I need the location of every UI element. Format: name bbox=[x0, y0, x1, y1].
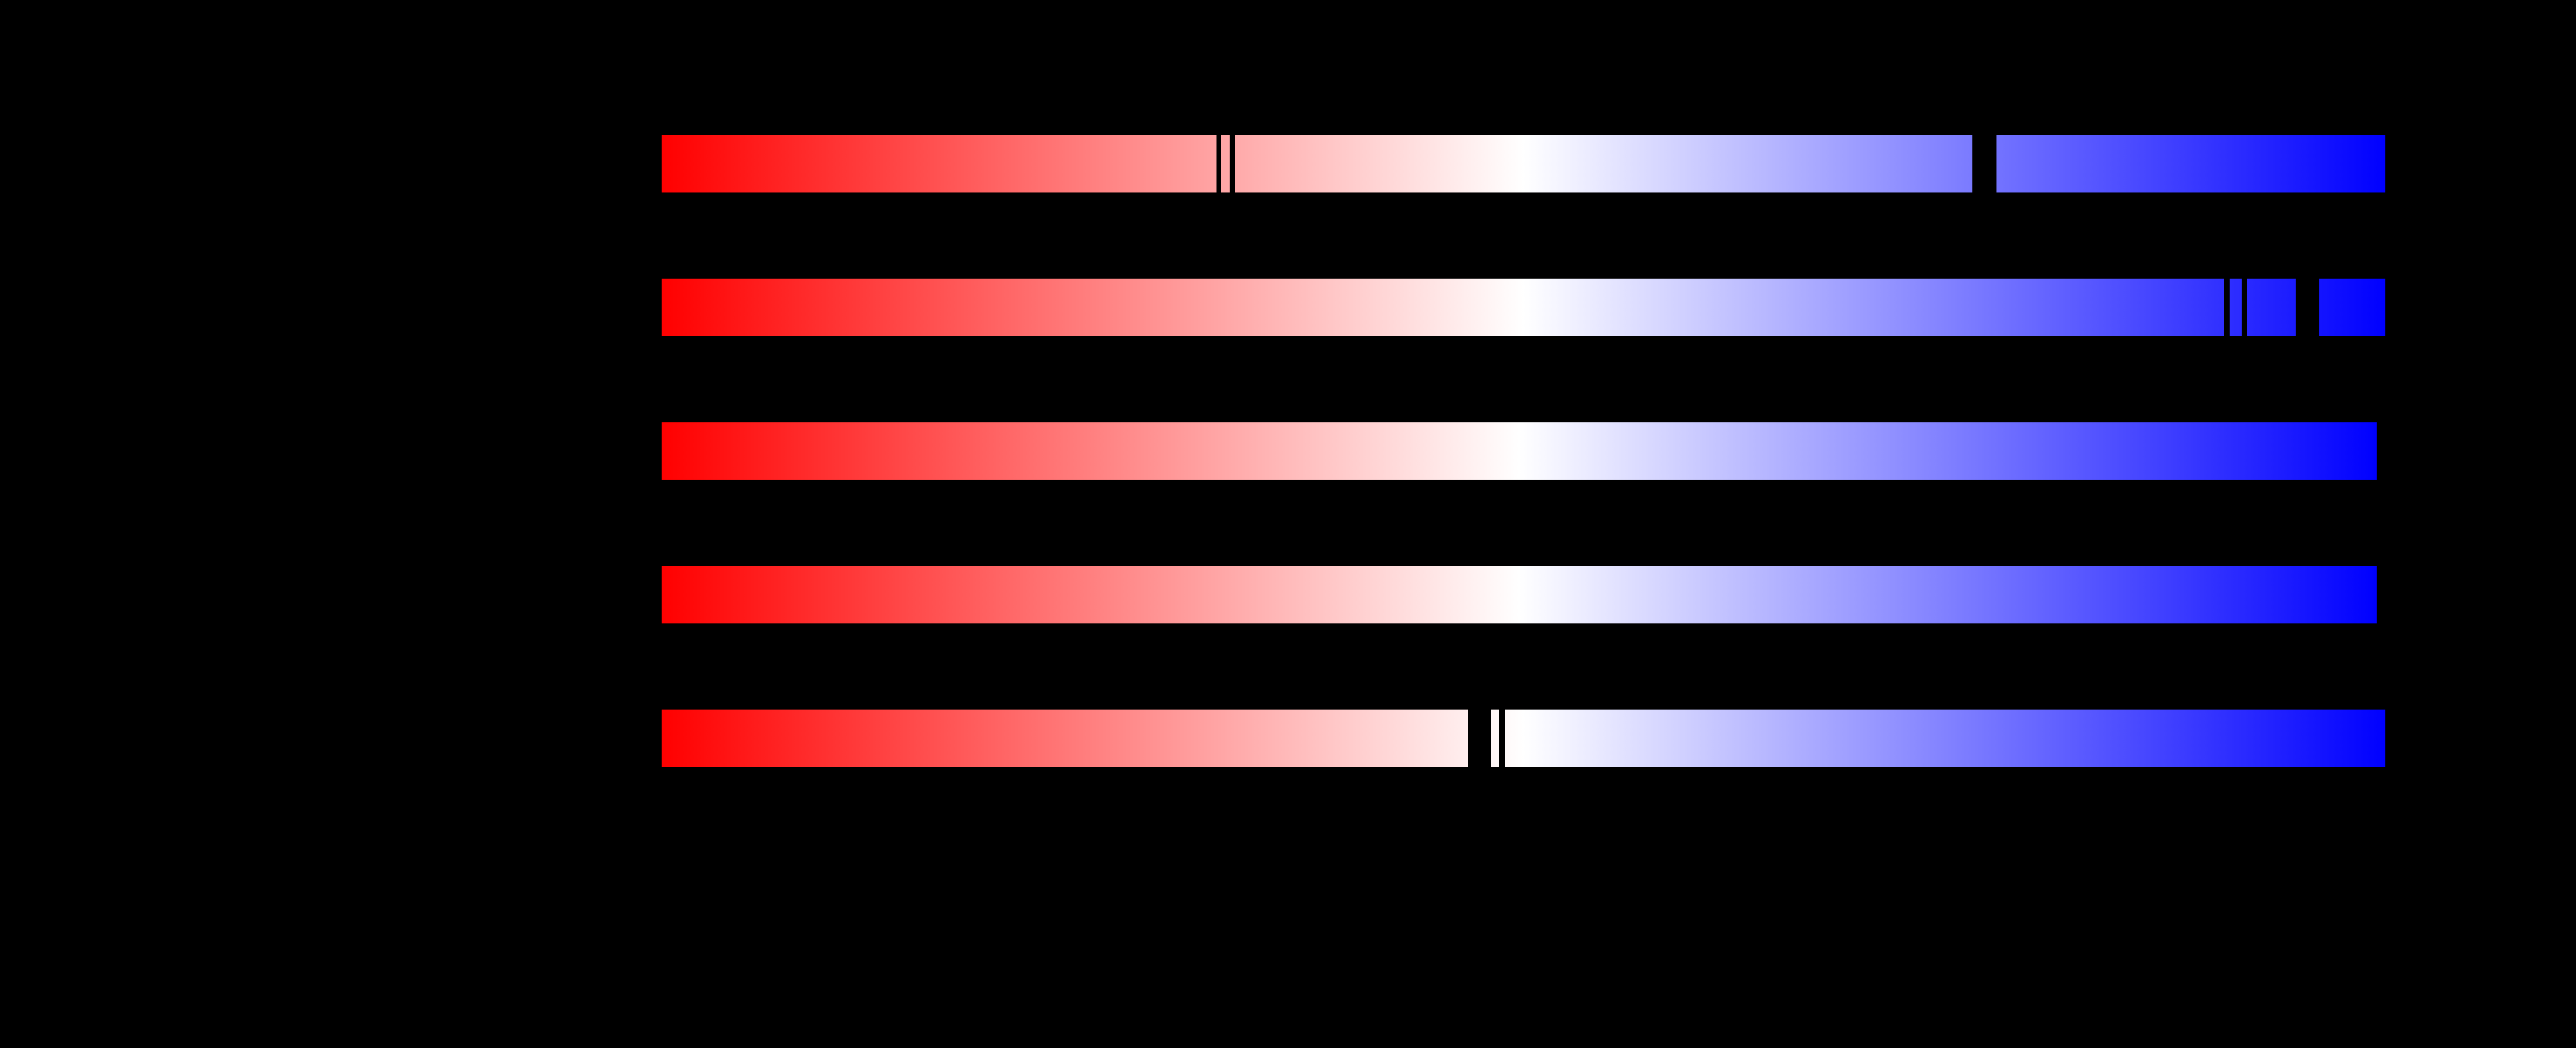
gradient-bar-row-2 bbox=[662, 279, 2385, 336]
thin-tick-mark bbox=[1499, 710, 1505, 767]
thick-tick-mark bbox=[2296, 279, 2319, 336]
thin-tick-mark bbox=[1230, 135, 1235, 192]
thick-tick-mark bbox=[1468, 710, 1491, 767]
thin-tick-mark bbox=[1216, 135, 1221, 192]
gradient-bar-row-5 bbox=[662, 710, 2385, 767]
gradient-bar-row-3 bbox=[662, 422, 2377, 480]
gradient-bar-row-4 bbox=[662, 566, 2377, 623]
thick-tick-mark bbox=[1972, 135, 1996, 192]
gradient-bar-row-1 bbox=[662, 135, 2385, 192]
thin-tick-mark bbox=[2224, 279, 2230, 336]
thin-tick-mark bbox=[2242, 279, 2247, 336]
